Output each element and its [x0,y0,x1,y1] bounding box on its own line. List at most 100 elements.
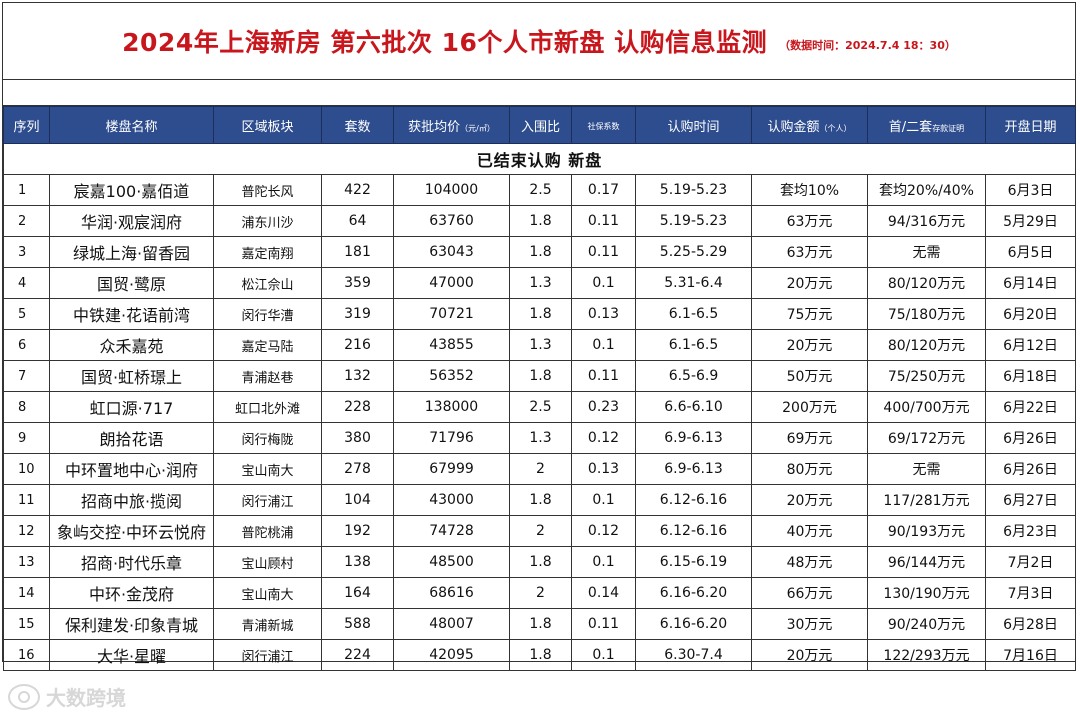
watermark-logo-icon [8,683,40,710]
column-header-label: 首/二套 [888,119,933,135]
column-header: 套数 [321,106,394,144]
row-index-cell: 6 [3,329,50,361]
subscription-period-cell: 6.12-6.16 [635,484,752,516]
shortlist-ratio-cell: 1.8 [509,298,572,330]
average-price-cell: 74728 [393,515,510,547]
subscription-period-cell: 5.19-5.23 [635,205,752,237]
opening-date-cell: 7月3日 [985,577,1076,609]
unit-count-cell: 138 [321,546,394,578]
subscription-amount-cell: 69万元 [751,422,868,454]
column-header: 获批均价（元/㎡） [393,106,510,144]
column-header: 楼盘名称 [49,106,214,144]
row-index-cell: 8 [3,391,50,423]
unit-count-cell: 104 [321,484,394,516]
subscription-period-cell: 5.19-5.23 [635,174,752,206]
document-frame: 2024年上海新房 第六批次 16个人市新盘 认购信息监测 （数据时间：2024… [2,2,1076,671]
district-cell: 青浦赵巷 [213,360,322,392]
column-header: 社保系数 [571,106,636,144]
average-price-cell: 42095 [393,639,510,671]
shortlist-ratio-cell: 1.3 [509,267,572,299]
district-cell: 宝山南大 [213,577,322,609]
opening-date-cell: 6月3日 [985,174,1076,206]
social-coefficient-cell: 0.17 [571,174,636,206]
data-time-note: （数据时间：2024.7.4 18：30） [779,39,956,52]
column-header-label: 开盘日期 [1004,119,1057,135]
table-row: 5 中铁建·花语前湾 闵行华漕 319 70721 1.8 0.13 6.1-6.5 75万元 7… [3,298,1076,330]
average-price-cell: 68616 [393,577,510,609]
row-index-cell: 4 [3,267,50,299]
project-name-cell: 保利建发·印象青城 [49,608,214,640]
subscription-amount-cell: 50万元 [751,360,868,392]
subscription-period-cell: 6.16-6.20 [635,608,752,640]
table-row: 13 招商·时代乐章 宝山顾村 138 48500 1.8 0.1 6.15-6.19 48万元… [3,546,1076,578]
subscription-period-cell: 6.1-6.5 [635,298,752,330]
opening-date-cell: 6月20日 [985,298,1076,330]
table-row: 10 中环置地中心·润府 宝山南大 278 67999 2 0.13 6.9-6.13 80万元… [3,453,1076,485]
column-header-note: 存款证明 [932,123,965,133]
table-row: 9 朗拾花语 闵行梅陇 380 71796 1.3 0.12 6.9-6.13 69万元 69/1… [3,422,1076,454]
project-name-cell: 中铁建·花语前湾 [49,298,214,330]
row-index-cell: 5 [3,298,50,330]
district-cell: 闵行浦江 [213,639,322,671]
project-name-cell: 众禾嘉苑 [49,329,214,361]
column-header-label: 楼盘名称 [105,119,158,135]
subscription-amount-cell: 20万元 [751,484,868,516]
shortlist-ratio-cell: 1.3 [509,329,572,361]
district-cell: 普陀长风 [213,174,322,206]
shortlist-ratio-cell: 1.8 [509,484,572,516]
subscription-period-cell: 6.9-6.13 [635,422,752,454]
unit-count-cell: 216 [321,329,394,361]
unit-count-cell: 181 [321,236,394,268]
social-coefficient-cell: 0.1 [571,267,636,299]
subscription-amount-cell: 20万元 [751,639,868,671]
average-price-cell: 138000 [393,391,510,423]
column-header-note: （个人） [819,123,852,133]
district-cell: 闵行梅陇 [213,422,322,454]
column-header-label: 区域板块 [241,119,294,135]
table-row: 6 众禾嘉苑 嘉定马陆 216 43855 1.3 0.1 6.1-6.5 20万元 80/120… [3,329,1076,361]
section-row: 已结束认购 新盘 [3,143,1076,175]
district-cell: 虹口北外滩 [213,391,322,423]
row-index-cell: 12 [3,515,50,547]
subscription-amount-cell: 200万元 [751,391,868,423]
social-coefficient-cell: 0.13 [571,453,636,485]
deposit-proof-cell: 无需 [867,453,986,485]
opening-date-cell: 6月26日 [985,453,1076,485]
shortlist-ratio-cell: 2 [509,577,572,609]
unit-count-cell: 132 [321,360,394,392]
shortlist-ratio-cell: 2 [509,515,572,547]
column-header-label: 序列 [13,119,40,135]
table-row: 8 虹口源·717 虹口北外滩 228 138000 2.5 0.23 6.6-6.10 200… [3,391,1076,423]
shortlist-ratio-cell: 2.5 [509,174,572,206]
average-price-cell: 43855 [393,329,510,361]
unit-count-cell: 588 [321,608,394,640]
district-cell: 浦东川沙 [213,205,322,237]
table-row: 7 国贸·虹桥璟上 青浦赵巷 132 56352 1.8 0.11 6.5-6.9 50万元 75… [3,360,1076,392]
title-bar: 2024年上海新房 第六批次 16个人市新盘 认购信息监测 （数据时间：2024… [3,3,1075,80]
row-index-cell: 10 [3,453,50,485]
subscription-period-cell: 6.30-7.4 [635,639,752,671]
project-name-cell: 虹口源·717 [49,391,214,423]
subscription-period-cell: 6.16-6.20 [635,577,752,609]
social-coefficient-cell: 0.11 [571,608,636,640]
deposit-proof-cell: 80/120万元 [867,329,986,361]
subscription-period-cell: 6.9-6.13 [635,453,752,485]
table-row: 15 保利建发·印象青城 青浦新城 588 48007 1.8 0.11 6.16-6.20 3… [3,608,1076,640]
shortlist-ratio-cell: 2 [509,453,572,485]
deposit-proof-cell: 套均20%/40% [867,174,986,206]
social-coefficient-cell: 0.1 [571,329,636,361]
subscription-amount-cell: 63万元 [751,236,868,268]
social-coefficient-cell: 0.1 [571,546,636,578]
unit-count-cell: 192 [321,515,394,547]
opening-date-cell: 6月28日 [985,608,1076,640]
watermark: 大数跨境 [8,682,126,711]
social-coefficient-cell: 0.12 [571,515,636,547]
district-cell: 嘉定马陆 [213,329,322,361]
table-row: 4 国贸·鹭原 松江佘山 359 47000 1.3 0.1 5.31-6.4 20万元 80/1… [3,267,1076,299]
opening-date-cell: 6月5日 [985,236,1076,268]
unit-count-cell: 380 [321,422,394,454]
column-header-note: 社保系数 [587,121,620,131]
column-header-label: 入围比 [520,119,560,135]
district-cell: 宝山顾村 [213,546,322,578]
social-coefficient-cell: 0.11 [571,360,636,392]
